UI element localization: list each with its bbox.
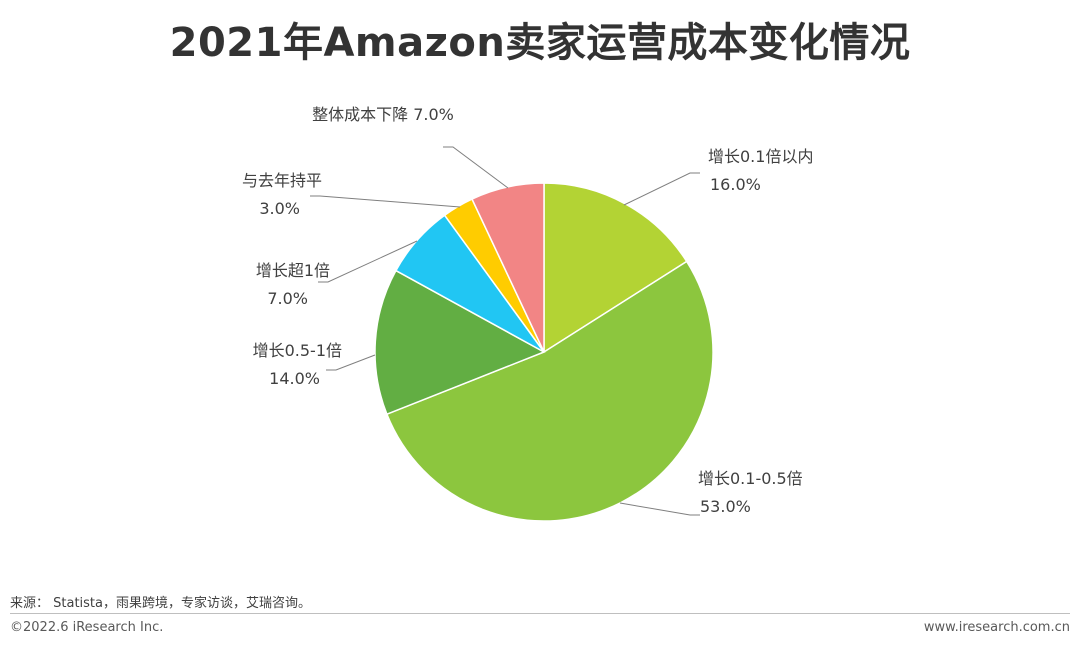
chart-title: 2021年Amazon卖家运营成本变化情况 [169, 20, 911, 66]
leader-line [310, 195, 461, 208]
leader-line [623, 172, 700, 206]
slice-label: 整体成本下降 7.0% [312, 105, 454, 124]
leader-line [326, 354, 376, 371]
pie-chart: 增长0.1倍以内 16.0% 增长0.1-0.5倍 53.0% 增长0.5-1倍 14.0… [242, 105, 813, 522]
website-link[interactable]: www.iresearch.com.cn [923, 620, 1070, 635]
slice-label: 与去年持平 [242, 171, 322, 190]
slice-value-label: 16.0% [710, 175, 761, 194]
footer-divider [10, 613, 1070, 614]
pie-slice [374, 269, 546, 416]
leader-line [318, 240, 418, 283]
copyright-text: ©2022.6 iResearch Inc. [10, 620, 164, 635]
source-note: 来源： Statista，雨果跨境，专家访谈，艾瑞咨询。 [10, 596, 311, 611]
slice-label: 增长0.1倍以内 [708, 147, 813, 166]
slice-label: 增长0.5-1倍 [253, 341, 342, 360]
leader-line [619, 502, 700, 516]
slice-value-label: 7.0% [267, 289, 308, 308]
slice-value-label: 14.0% [269, 369, 320, 388]
pie-slice [385, 260, 714, 522]
slice-label: 增长0.1-0.5倍 [698, 469, 803, 488]
slice-value-label: 53.0% [700, 497, 751, 516]
slice-label: 增长超1倍 [256, 261, 330, 280]
slice-value-label: 3.0% [259, 199, 300, 218]
leader-line [443, 146, 509, 189]
